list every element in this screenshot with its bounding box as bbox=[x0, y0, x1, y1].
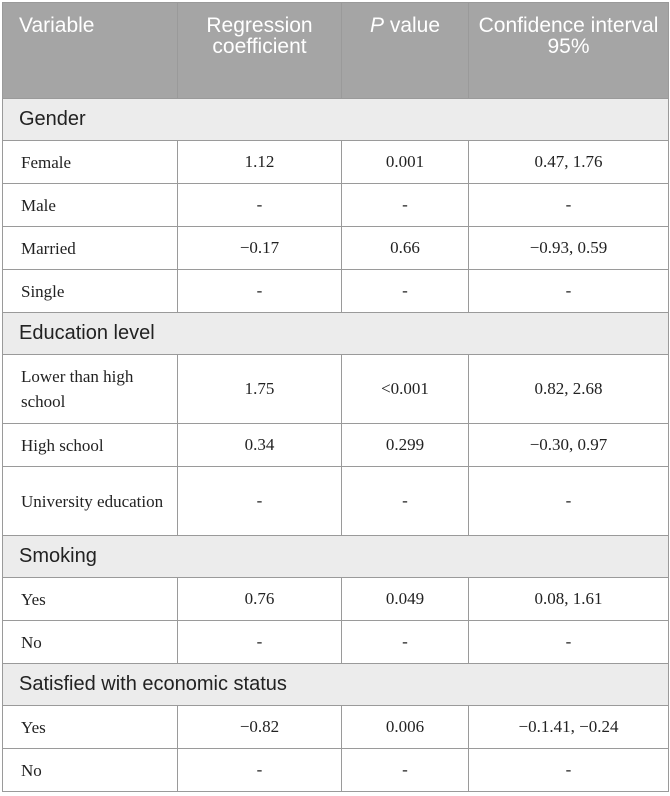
table-row: Yes 0.76 0.049 0.08, 1.61 bbox=[2, 577, 669, 621]
row-p-value: 0.001 bbox=[341, 140, 469, 184]
row-p-value: <0.001 bbox=[341, 354, 469, 424]
header-p-rest: value bbox=[383, 14, 441, 37]
header-ci: Confidence interval 95% bbox=[468, 2, 669, 99]
row-ci: 0.47, 1.76 bbox=[468, 140, 669, 184]
row-coefficient: −0.82 bbox=[177, 705, 342, 749]
table-row: High school 0.34 0.299 −0.30, 0.97 bbox=[2, 423, 669, 467]
header-variable: Variable bbox=[2, 2, 178, 99]
section-title-education: Education level bbox=[2, 312, 669, 355]
row-ci: - bbox=[468, 748, 669, 792]
row-ci: 0.82, 2.68 bbox=[468, 354, 669, 424]
section-title-economic-status: Satisfied with economic status bbox=[2, 663, 669, 706]
row-label: University education bbox=[2, 466, 178, 536]
row-p-value: - bbox=[341, 620, 469, 664]
row-label: No bbox=[2, 620, 178, 664]
row-ci: - bbox=[468, 269, 669, 313]
section-title-gender: Gender bbox=[2, 98, 669, 141]
row-ci: −0.93, 0.59 bbox=[468, 226, 669, 270]
row-label: High school bbox=[2, 423, 178, 467]
table-row: No - - - bbox=[2, 620, 669, 664]
row-p-value: 0.66 bbox=[341, 226, 469, 270]
row-label: Yes bbox=[2, 577, 178, 621]
row-p-value: - bbox=[341, 183, 469, 227]
row-ci: −0.30, 0.97 bbox=[468, 423, 669, 467]
row-coefficient: 0.34 bbox=[177, 423, 342, 467]
row-label: Male bbox=[2, 183, 178, 227]
row-p-value: 0.049 bbox=[341, 577, 469, 621]
row-p-value: 0.299 bbox=[341, 423, 469, 467]
header-p-italic: P bbox=[369, 14, 384, 37]
table-row: Male - - - bbox=[2, 183, 669, 227]
row-ci: 0.08, 1.61 bbox=[468, 577, 669, 621]
table-row: Female 1.12 0.001 0.47, 1.76 bbox=[2, 140, 669, 184]
header-coefficient: Regression coefficient bbox=[177, 2, 342, 99]
row-ci: - bbox=[468, 620, 669, 664]
row-ci: - bbox=[468, 466, 669, 536]
row-coefficient: - bbox=[177, 620, 342, 664]
header-p-value: P value bbox=[341, 2, 469, 99]
row-p-value: 0.006 bbox=[341, 705, 469, 749]
table-row: Single - - - bbox=[2, 269, 669, 313]
row-ci: - bbox=[468, 183, 669, 227]
table-row: University education - - - bbox=[2, 466, 669, 536]
table-row: Yes −0.82 0.006 −0.1.41, −0.24 bbox=[2, 705, 669, 749]
row-label: Single bbox=[2, 269, 178, 313]
section-title-smoking: Smoking bbox=[2, 535, 669, 578]
table-row: No - - - bbox=[2, 748, 669, 792]
row-p-value: - bbox=[341, 466, 469, 536]
row-p-value: - bbox=[341, 269, 469, 313]
table-row: Married −0.17 0.66 −0.93, 0.59 bbox=[2, 226, 669, 270]
row-ci: −0.1.41, −0.24 bbox=[468, 705, 669, 749]
table-body: Gender Female 1.12 0.001 0.47, 1.76 Male… bbox=[2, 98, 669, 792]
row-label: Married bbox=[2, 226, 178, 270]
row-coefficient: - bbox=[177, 183, 342, 227]
table-header: Variable Regression coefficient P value … bbox=[2, 2, 669, 99]
row-label: Yes bbox=[2, 705, 178, 749]
row-label: Lower than high school bbox=[2, 354, 178, 424]
row-p-value: - bbox=[341, 748, 469, 792]
table-row: Lower than high school 1.75 <0.001 0.82,… bbox=[2, 354, 669, 424]
row-coefficient: - bbox=[177, 748, 342, 792]
row-coefficient: 1.75 bbox=[177, 354, 342, 424]
row-coefficient: 0.76 bbox=[177, 577, 342, 621]
row-coefficient: 1.12 bbox=[177, 140, 342, 184]
row-label: Female bbox=[2, 140, 178, 184]
row-coefficient: - bbox=[177, 466, 342, 536]
row-coefficient: - bbox=[177, 269, 342, 313]
row-label: No bbox=[2, 748, 178, 792]
row-coefficient: −0.17 bbox=[177, 226, 342, 270]
